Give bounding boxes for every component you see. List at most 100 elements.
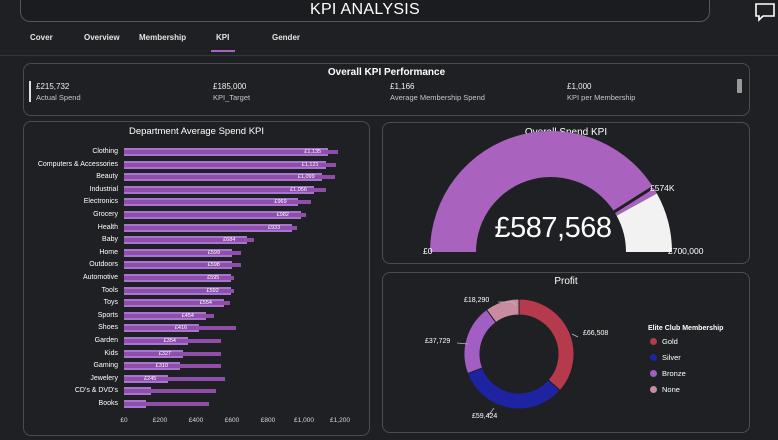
bar-value-label: £599 bbox=[207, 249, 221, 256]
category-label: Baby bbox=[102, 236, 118, 244]
bar-target[interactable] bbox=[124, 225, 297, 230]
legend-label: Silver bbox=[662, 353, 681, 362]
kpi-label: KPI_Target bbox=[213, 93, 251, 102]
donut-leader-line bbox=[487, 407, 495, 417]
tab-overview[interactable]: Overview bbox=[84, 33, 120, 42]
donut-label-bronze: £37,729 bbox=[425, 338, 451, 345]
category-label: CD's & DVD's bbox=[74, 387, 118, 395]
bar-value-label: £982 bbox=[276, 212, 289, 218]
tab-kpi[interactable]: KPI bbox=[216, 33, 230, 42]
donut-leader-line bbox=[456, 342, 469, 345]
category-label: Jewelery bbox=[90, 374, 118, 382]
donut-leader-line bbox=[498, 301, 517, 306]
bar-target[interactable] bbox=[124, 213, 306, 217]
bar-target[interactable] bbox=[124, 175, 335, 180]
x-tick-label: £200 bbox=[152, 417, 168, 424]
bar-value-label: £327 bbox=[158, 350, 172, 357]
category-label: Electronics bbox=[83, 198, 118, 206]
category-label: Books bbox=[98, 400, 118, 407]
comment-icon[interactable] bbox=[754, 2, 776, 22]
bar-value-label: £354 bbox=[163, 338, 176, 344]
donut-slice-bronze[interactable] bbox=[463, 308, 497, 375]
bar-target[interactable] bbox=[124, 376, 225, 381]
kpi-label: KPI per Membership bbox=[567, 93, 636, 102]
bar-target[interactable] bbox=[124, 313, 214, 318]
legend-dot bbox=[650, 338, 657, 345]
kpi-performance-card: Overall KPI Performance £215,732 Actual … bbox=[23, 63, 750, 116]
header-bar: KPI ANALYSIS bbox=[20, 0, 710, 22]
bar-target[interactable] bbox=[124, 389, 216, 394]
bar-target[interactable] bbox=[124, 276, 234, 280]
profit-donut-chart bbox=[456, 298, 579, 417]
category-label: Shoes bbox=[98, 324, 118, 332]
legend-dot bbox=[650, 370, 657, 377]
department-chart-title: Department Average Spend KPI bbox=[128, 126, 265, 137]
category-label: Kids bbox=[104, 349, 118, 357]
x-tick-label: £600 bbox=[224, 417, 240, 424]
bar-value-label: £1,099 bbox=[297, 174, 315, 181]
gauge-fill[interactable] bbox=[430, 131, 657, 252]
kpi-label: Average Membership Spend bbox=[390, 93, 485, 102]
kpi-label: Actual Spend bbox=[36, 93, 81, 102]
category-label: Garden bbox=[94, 337, 118, 344]
bar-value-label: £1,056 bbox=[290, 186, 307, 193]
donut-slice-gold[interactable] bbox=[518, 298, 575, 392]
tab-cover[interactable]: Cover bbox=[30, 33, 53, 42]
bar-value-label: £554 bbox=[199, 300, 212, 307]
divider bbox=[0, 55, 778, 56]
legend-dot bbox=[650, 354, 657, 361]
kpi-actual-spend: £215,732 Actual Spend bbox=[36, 82, 81, 102]
legend-item-bronze[interactable]: Bronze bbox=[650, 369, 686, 378]
bar-value-label: £1,135 bbox=[304, 149, 322, 155]
bar-target[interactable] bbox=[124, 187, 326, 192]
bar-value-label: £684 bbox=[223, 237, 236, 244]
bar-value-label: £595 bbox=[207, 275, 220, 281]
legend-item-silver[interactable]: Silver bbox=[650, 353, 681, 362]
bar-target[interactable] bbox=[124, 351, 222, 356]
bar-target[interactable] bbox=[124, 238, 254, 243]
bar-target[interactable] bbox=[124, 301, 231, 306]
bar-target[interactable] bbox=[124, 150, 339, 154]
kpi-scrollbar[interactable] bbox=[737, 79, 742, 93]
gauge-remaining[interactable] bbox=[616, 193, 672, 252]
bar-target[interactable] bbox=[124, 200, 312, 205]
tab-gender[interactable]: Gender bbox=[272, 33, 301, 42]
kpi-value: £185,000 bbox=[213, 82, 247, 91]
bar-target[interactable] bbox=[124, 326, 236, 331]
kpi-average-membership-spend: £1,166 Average Membership Spend bbox=[390, 82, 485, 102]
donut-slice-silver[interactable] bbox=[466, 367, 561, 410]
legend-label: Bronze bbox=[662, 369, 686, 378]
legend-label: None bbox=[662, 385, 680, 394]
bar-target[interactable] bbox=[124, 402, 209, 406]
active-tab-indicator bbox=[211, 50, 235, 52]
bar-target[interactable] bbox=[124, 288, 234, 293]
gauge-target-marker bbox=[611, 184, 656, 215]
x-tick-label: £400 bbox=[188, 417, 204, 424]
bar-target[interactable] bbox=[124, 339, 222, 343]
bar-value-label: £245 bbox=[144, 375, 157, 382]
gauge-value: £587,568 bbox=[494, 212, 612, 244]
kpi-performance-title: Overall KPI Performance bbox=[327, 67, 446, 78]
donut-leader-line bbox=[571, 333, 579, 338]
bar-target[interactable] bbox=[124, 162, 337, 167]
kpi-strip-marker bbox=[29, 81, 31, 102]
donut-slice-none[interactable] bbox=[485, 298, 520, 324]
legend-item-gold[interactable]: Gold bbox=[650, 337, 678, 346]
tab-membership[interactable]: Membership bbox=[139, 33, 187, 42]
x-tick-label: £0 bbox=[120, 417, 128, 424]
kpi-target: £185,000 KPI_Target bbox=[213, 82, 250, 102]
category-label: Grocery bbox=[93, 211, 118, 218]
x-tick-label: £1,200 bbox=[330, 417, 350, 424]
overall-spend-gauge bbox=[430, 131, 672, 252]
gauge-target-label: £574K bbox=[650, 183, 675, 193]
bar-value-label: £933 bbox=[267, 224, 281, 231]
kpi-value: £1,000 bbox=[567, 82, 592, 91]
bar-value-label: £1,121 bbox=[301, 161, 319, 168]
bar-target[interactable] bbox=[124, 364, 222, 369]
bar-target[interactable] bbox=[124, 250, 241, 255]
bar-target[interactable] bbox=[124, 263, 241, 268]
kpi-value: £1,166 bbox=[390, 82, 415, 91]
category-label: Industrial bbox=[89, 185, 118, 193]
bar-value-label: £598 bbox=[207, 262, 220, 269]
legend-item-none[interactable]: None bbox=[650, 385, 680, 394]
